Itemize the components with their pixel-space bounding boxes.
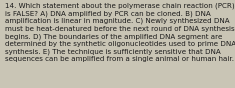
Text: 14. Which statement about the polymerase chain reaction (PCR)
is FALSE? A) DNA a: 14. Which statement about the polymerase… (5, 2, 235, 62)
